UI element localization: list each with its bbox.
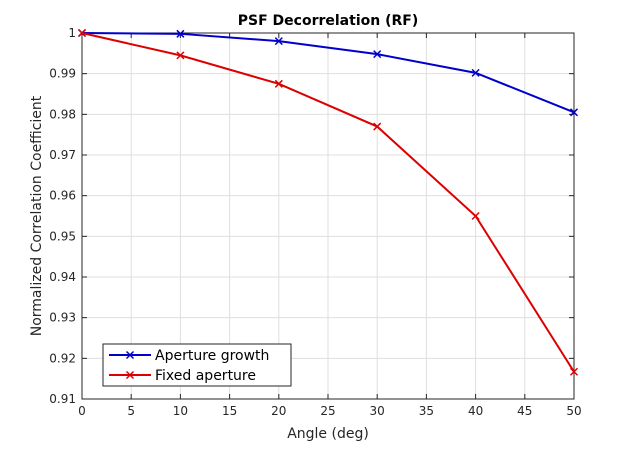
legend-label-1: Aperture growth <box>155 348 269 364</box>
y-tick-label: 0.94 <box>49 270 76 284</box>
x-tick-label: 5 <box>127 404 135 418</box>
y-tick-label: 0.96 <box>49 189 76 203</box>
x-tick-label: 35 <box>419 404 434 418</box>
y-axis-label: Normalized Correlation Coefficient <box>29 95 45 336</box>
legend-marker-2 <box>125 370 135 380</box>
legend-marker-1 <box>125 350 135 360</box>
data-point <box>373 50 382 59</box>
series-line-2 <box>81 32 575 373</box>
chart-title: PSF Decorrelation (RF) <box>238 13 418 29</box>
data-point <box>373 122 382 131</box>
legend-label-2: Fixed aperture <box>155 368 256 384</box>
data-point <box>471 211 480 221</box>
y-tick-label: 0.98 <box>49 107 76 121</box>
data-point <box>569 108 579 117</box>
x-tick-label: 25 <box>320 404 335 418</box>
x-tick-label: 30 <box>370 404 385 418</box>
data-point <box>176 51 185 60</box>
data-point <box>274 37 283 46</box>
legend: Aperture growth Fixed aperture <box>102 343 292 387</box>
legend-box <box>102 343 292 387</box>
x-tick-label: 40 <box>468 404 483 418</box>
data-point <box>569 367 579 376</box>
data-point <box>274 79 283 88</box>
series-line-1 <box>81 32 575 114</box>
data-point <box>176 29 185 38</box>
series-lines <box>77 28 579 376</box>
data-point <box>77 28 87 38</box>
y-tick-label: 1 <box>68 26 76 40</box>
axis-ticks: 0 5 10 15 20 25 30 35 40 45 50 0.91 0.92 0.93 0.94 0.95… <box>49 26 581 418</box>
x-axis-label: Angle (deg) <box>287 426 369 442</box>
x-tick-label: 0 <box>78 404 86 418</box>
x-tick-label: 10 <box>173 404 188 418</box>
x-tick-label: 50 <box>566 404 581 418</box>
y-tick-label: 0.92 <box>49 351 76 365</box>
y-tick-label: 0.91 <box>49 392 76 406</box>
y-tick-label: 0.99 <box>49 67 76 81</box>
y-tick-label: 0.97 <box>49 148 76 162</box>
y-tick-label: 0.93 <box>49 311 76 325</box>
y-tick-label: 0.95 <box>49 229 76 243</box>
x-tick-label: 20 <box>271 404 286 418</box>
x-tick-label: 45 <box>517 404 532 418</box>
x-tick-label: 15 <box>222 404 237 418</box>
data-point <box>471 68 480 77</box>
